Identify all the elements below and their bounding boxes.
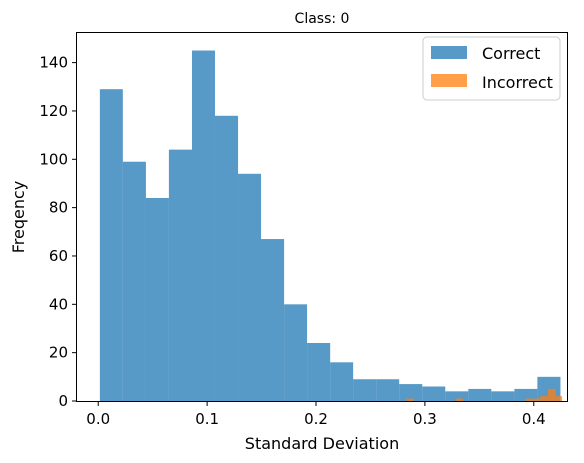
- y-axis-label: Freqency: [9, 181, 28, 254]
- bar-incorrect-7: [547, 388, 556, 401]
- x-axis-ticks: 0.0 0.1 0.2 0.3 0.4: [86, 401, 546, 428]
- bar-correct-3: [168, 149, 192, 401]
- bar-correct-8: [284, 304, 308, 401]
- legend: Correct Incorrect: [422, 36, 561, 101]
- legend-label-incorrect: Incorrect: [482, 73, 553, 92]
- bar-correct-17: [491, 391, 515, 401]
- chart-title: Class: 0: [295, 11, 350, 27]
- bar-correct-15: [445, 391, 469, 401]
- bar-incorrect-8: [555, 396, 563, 401]
- bar-correct-14: [422, 386, 446, 401]
- x-tick-label-0: 0.0: [86, 410, 110, 428]
- bar-incorrect-5: [532, 398, 541, 401]
- x-tick-label-2: 0.2: [304, 410, 328, 428]
- bar-incorrect-2: [455, 398, 464, 401]
- bar-incorrect-6: [540, 396, 548, 401]
- bar-correct-5: [214, 115, 239, 401]
- y-axis-ticks: 0 20 40 60 80 100 120 140: [39, 54, 77, 410]
- bar-correct-16: [468, 388, 492, 401]
- bar-incorrect-4: [525, 398, 533, 401]
- bar-correct-10: [330, 362, 354, 401]
- y-tick-label-0: 0: [58, 392, 68, 410]
- x-axis-label: Standard Deviation: [245, 434, 399, 453]
- y-tick-label-4: 80: [49, 199, 68, 217]
- bar-correct-11: [353, 379, 377, 401]
- bar-incorrect-0: [406, 398, 415, 401]
- y-tick-label-3: 60: [49, 247, 68, 265]
- bar-correct-13: [399, 384, 423, 401]
- y-tick-label-2: 40: [49, 295, 68, 313]
- bar-correct-12: [376, 379, 400, 401]
- y-tick-label-1: 20: [49, 344, 68, 362]
- bar-correct-0: [99, 89, 123, 401]
- legend-swatch-correct: [431, 46, 467, 59]
- y-tick-label-6: 120: [39, 102, 68, 120]
- plot-frame: [76, 32, 568, 402]
- bar-correct-18: [514, 388, 538, 401]
- y-tick-label-7: 140: [39, 54, 68, 72]
- bar-correct-1: [122, 161, 146, 401]
- legend-swatch-incorrect: [431, 74, 467, 87]
- x-tick-label-3: 0.3: [413, 410, 437, 428]
- bar-correct-4: [191, 50, 215, 402]
- x-tick-label-4: 0.4: [522, 410, 546, 428]
- bars-layer: [99, 50, 563, 402]
- y-tick-label-5: 100: [39, 150, 68, 168]
- bar-correct-2: [145, 197, 169, 401]
- bar-correct-9: [307, 342, 331, 401]
- legend-label-correct: Correct: [482, 44, 540, 63]
- bar-correct-7: [261, 239, 285, 401]
- x-tick-label-1: 0.1: [195, 410, 219, 428]
- bar-correct-6: [238, 173, 262, 401]
